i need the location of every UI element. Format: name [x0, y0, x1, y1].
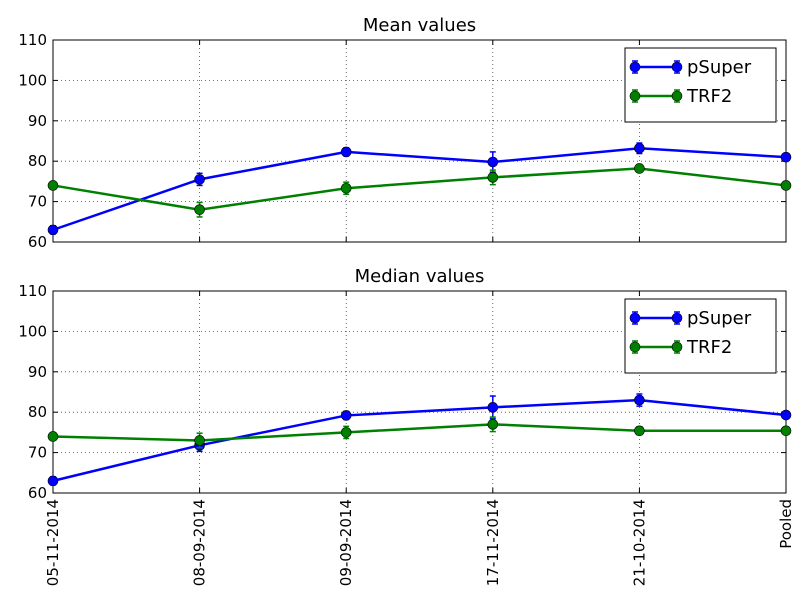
data-point: [47, 180, 59, 191]
legend-marker: [671, 312, 683, 324]
y-tick-label: 70: [28, 193, 47, 211]
series-line: [52, 167, 787, 211]
series-pSuper: [47, 393, 792, 487]
x-tick-label: 08-09-2014: [191, 499, 209, 586]
data-point: [780, 151, 792, 163]
y-tick-label: 90: [28, 112, 47, 130]
data-point: [340, 427, 352, 438]
legend-marker: [629, 61, 641, 73]
legend-label: pSuper: [687, 57, 752, 78]
legend-marker: [671, 90, 683, 102]
legend-label: TRF2: [686, 337, 732, 358]
chart-title: Mean values: [363, 15, 476, 36]
x-tick-label: 17-11-2014: [484, 499, 502, 586]
axes-frame: [52, 290, 787, 494]
data-point: [194, 174, 205, 185]
series-line: [52, 423, 786, 442]
legend-marker: [671, 61, 683, 73]
chart-panel-1: Mean values 60 70 80 90 100 110 pSuper TRF2: [18, 15, 792, 251]
data-point: [47, 224, 59, 236]
data-point: [487, 156, 499, 168]
y-tick-label: 60: [28, 233, 47, 251]
data-point: [340, 410, 352, 421]
x-tick-label: Pooled: [777, 499, 795, 549]
y-tick-label: 80: [28, 403, 47, 421]
x-tick-label: 21-10-2014: [630, 499, 648, 586]
data-point: [780, 180, 792, 191]
data-point: [780, 425, 792, 437]
legend-box: [624, 47, 777, 123]
data-point: [340, 146, 352, 158]
series-pSuper: [47, 142, 792, 236]
data-point: [634, 394, 645, 406]
data-point: [487, 419, 499, 430]
legend: pSuper TRF2: [624, 47, 777, 123]
y-tick-label: 80: [28, 152, 47, 170]
series-TRF2: [47, 416, 792, 449]
y-tick-label: 110: [18, 282, 47, 300]
y-tick-label: 110: [18, 31, 47, 49]
data-point: [194, 204, 205, 215]
data-point: [487, 172, 499, 183]
x-tick-label: 05-11-2014: [44, 499, 62, 586]
chart-title: Median values: [355, 266, 485, 287]
legend-label: pSuper: [687, 308, 752, 329]
data-point: [47, 475, 59, 487]
legend-marker: [629, 312, 641, 324]
data-point: [47, 431, 59, 442]
data-point: [487, 402, 499, 413]
y-tick-label: 90: [28, 363, 47, 381]
legend-label: TRF2: [686, 86, 732, 107]
data-point: [780, 409, 792, 421]
y-tick-label: 70: [28, 444, 47, 462]
y-tick-label: 100: [18, 322, 47, 340]
chart-panel-2: Median values 60 70 80 90 100 110 05-11-2014 08-…: [18, 266, 795, 586]
data-point: [634, 142, 645, 154]
x-tick-label: 09-09-2014: [337, 499, 355, 586]
data-point: [634, 163, 645, 174]
series-line: [52, 398, 787, 483]
data-point: [634, 425, 645, 437]
series-TRF2: [47, 163, 792, 218]
y-tick-label: 60: [28, 484, 47, 502]
legend-marker: [629, 90, 641, 102]
legend-box: [624, 298, 777, 374]
legend: pSuper TRF2: [624, 298, 777, 374]
legend-marker: [629, 341, 641, 353]
legend-marker: [671, 341, 683, 353]
data-point: [340, 182, 352, 194]
axes-frame: [52, 39, 787, 243]
y-tick-label: 100: [18, 71, 47, 89]
data-point: [194, 435, 205, 446]
series-line: [52, 147, 787, 232]
